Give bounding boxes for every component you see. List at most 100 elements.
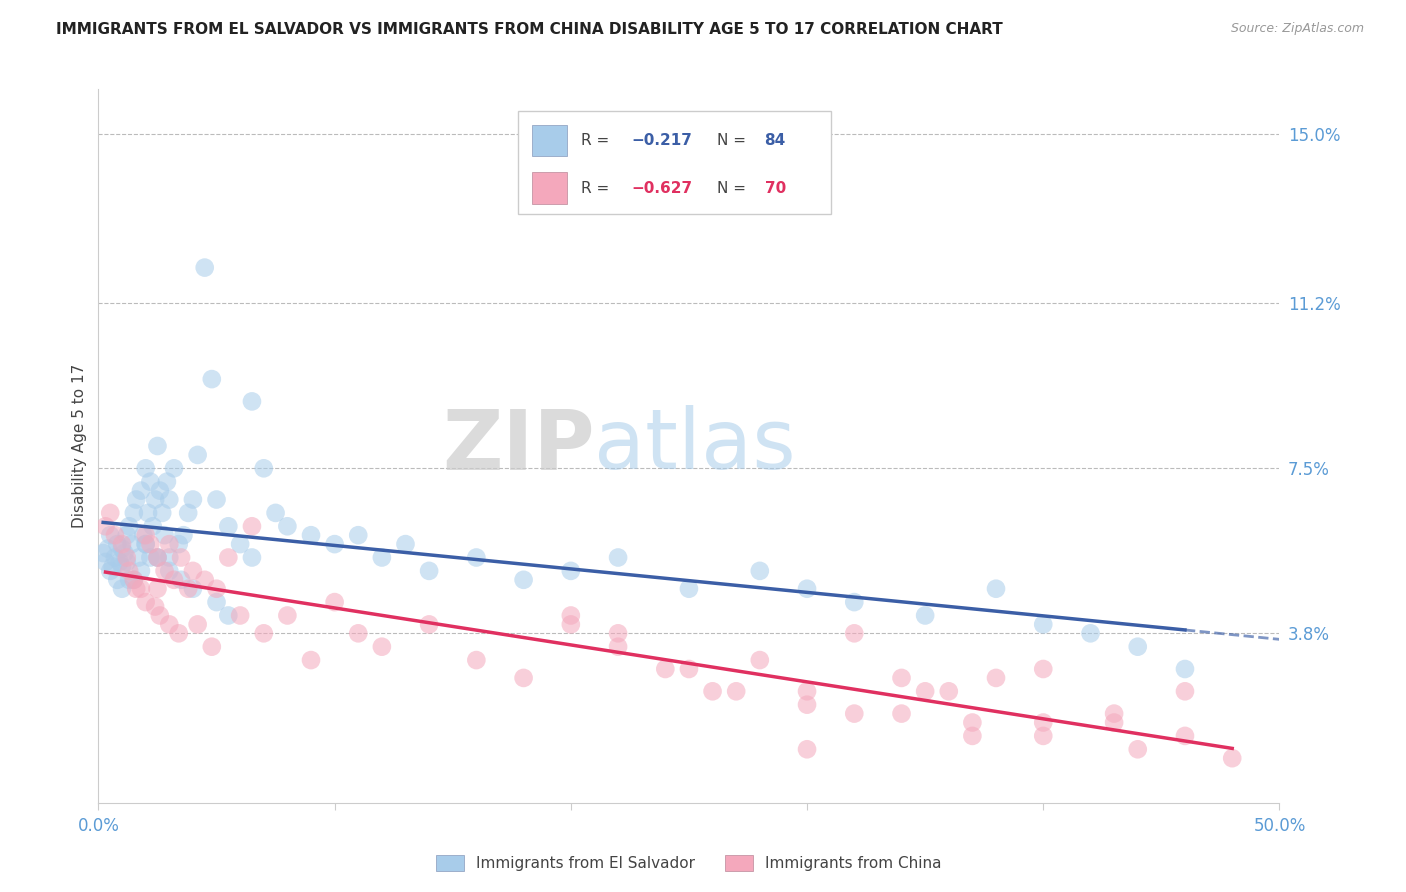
- Point: [157, 617, 180, 632]
- Text: 84: 84: [765, 133, 786, 148]
- Point: [264, 506, 287, 520]
- Point: [702, 684, 724, 698]
- Point: [170, 550, 193, 565]
- Point: [181, 564, 204, 578]
- Point: [201, 372, 224, 386]
- Point: [146, 550, 169, 565]
- Point: [1174, 729, 1197, 743]
- Point: [132, 528, 155, 542]
- Point: [98, 528, 121, 542]
- Point: [187, 617, 209, 632]
- Point: [118, 573, 141, 587]
- Bar: [531, 172, 567, 203]
- Point: [229, 537, 252, 551]
- Point: [229, 608, 252, 623]
- Point: [217, 608, 239, 623]
- Point: [276, 519, 298, 533]
- Point: [240, 519, 263, 533]
- Point: [143, 492, 166, 507]
- Point: [122, 573, 145, 587]
- Point: [150, 506, 173, 520]
- Point: [128, 550, 150, 565]
- Point: [1220, 751, 1243, 765]
- Point: [560, 608, 582, 623]
- Point: [135, 537, 157, 551]
- Point: [984, 582, 1007, 596]
- Point: [323, 595, 346, 609]
- Point: [104, 550, 127, 565]
- Point: [142, 519, 165, 533]
- Point: [240, 550, 263, 565]
- Point: [418, 564, 440, 578]
- Point: [607, 640, 630, 654]
- Point: [111, 582, 134, 596]
- Point: [1174, 684, 1197, 698]
- Text: R =: R =: [582, 133, 614, 148]
- Point: [111, 541, 134, 556]
- Point: [217, 550, 239, 565]
- Text: Source: ZipAtlas.com: Source: ZipAtlas.com: [1230, 22, 1364, 36]
- Point: [139, 475, 162, 489]
- Point: [135, 537, 157, 551]
- Point: [135, 595, 157, 609]
- Point: [796, 698, 818, 712]
- Point: [153, 528, 176, 542]
- Point: [146, 550, 169, 565]
- Point: [512, 671, 534, 685]
- Point: [111, 559, 134, 574]
- Point: [844, 595, 866, 609]
- Point: [914, 608, 936, 623]
- Point: [181, 582, 204, 596]
- Point: [170, 573, 193, 587]
- Point: [1102, 715, 1125, 730]
- Point: [1126, 640, 1149, 654]
- Point: [371, 640, 394, 654]
- Point: [512, 573, 534, 587]
- Point: [172, 528, 194, 542]
- Text: N =: N =: [717, 180, 751, 195]
- Point: [748, 564, 770, 578]
- Point: [125, 582, 148, 596]
- Point: [111, 537, 134, 551]
- Point: [167, 626, 190, 640]
- Point: [94, 519, 117, 533]
- Point: [678, 662, 700, 676]
- Point: [394, 537, 416, 551]
- Point: [129, 564, 152, 578]
- Point: [163, 461, 186, 475]
- Point: [201, 640, 224, 654]
- Point: [205, 582, 228, 596]
- Text: atlas: atlas: [595, 406, 796, 486]
- Point: [1032, 617, 1054, 632]
- Point: [105, 573, 128, 587]
- Point: [146, 550, 169, 565]
- Point: [98, 506, 121, 520]
- Point: [1032, 729, 1054, 743]
- Point: [253, 626, 276, 640]
- Point: [323, 537, 346, 551]
- Point: [135, 528, 157, 542]
- Point: [796, 684, 818, 698]
- Point: [98, 564, 121, 578]
- Point: [146, 582, 169, 596]
- Point: [101, 559, 124, 574]
- Point: [347, 528, 370, 542]
- Point: [118, 519, 141, 533]
- Point: [177, 582, 200, 596]
- Point: [153, 564, 176, 578]
- Point: [465, 550, 488, 565]
- Point: [139, 550, 162, 565]
- Point: [654, 662, 676, 676]
- Point: [253, 461, 276, 475]
- Point: [136, 506, 159, 520]
- Point: [217, 519, 239, 533]
- Point: [139, 537, 162, 551]
- Point: [1126, 742, 1149, 756]
- Point: [122, 573, 145, 587]
- Point: [844, 706, 866, 721]
- Point: [962, 715, 984, 730]
- Point: [135, 461, 157, 475]
- Text: N =: N =: [717, 133, 751, 148]
- Point: [156, 475, 179, 489]
- Point: [194, 573, 217, 587]
